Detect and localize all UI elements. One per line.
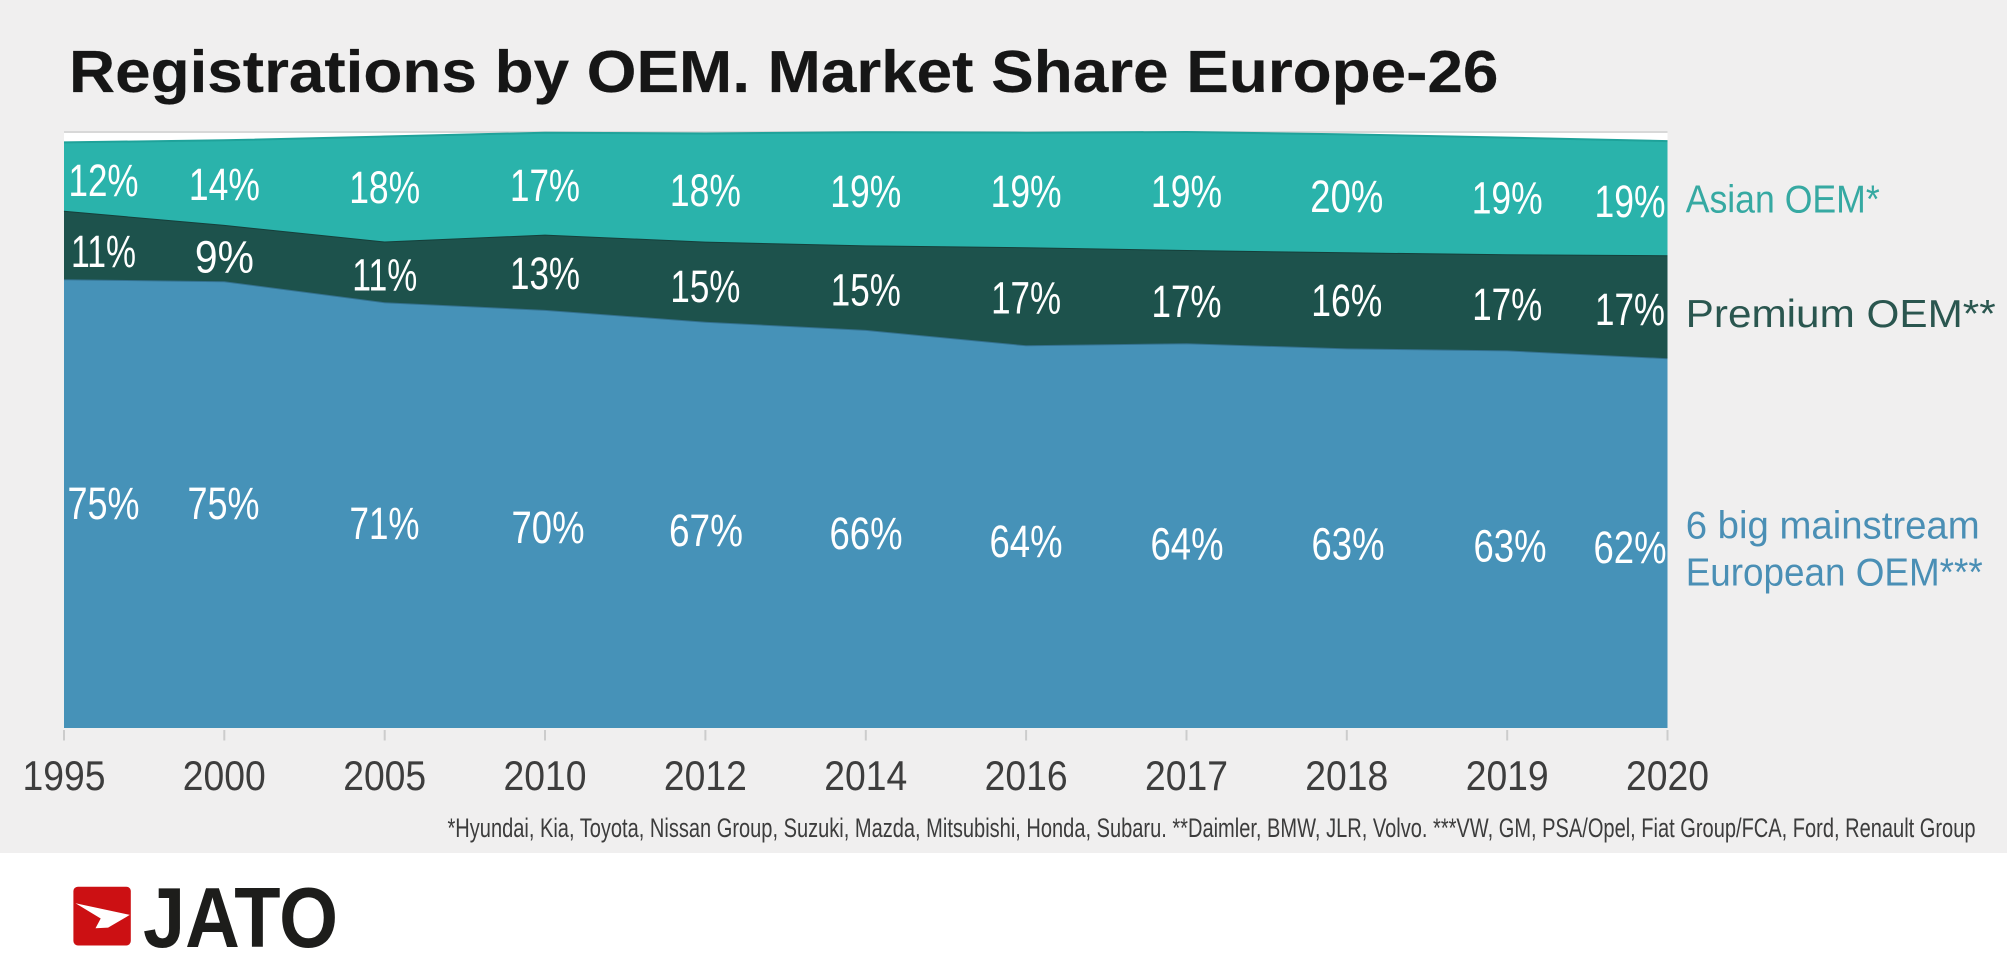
svg-text:2005: 2005 <box>343 752 426 799</box>
svg-text:66%: 66% <box>830 508 903 559</box>
svg-text:12%: 12% <box>69 155 139 206</box>
svg-text:63%: 63% <box>1474 521 1547 572</box>
svg-text:75%: 75% <box>68 478 140 529</box>
svg-text:67%: 67% <box>669 505 743 556</box>
svg-text:14%: 14% <box>189 159 260 210</box>
svg-text:11%: 11% <box>352 249 417 300</box>
svg-text:19%: 19% <box>830 166 901 217</box>
svg-text:9%: 9% <box>195 231 254 282</box>
svg-text:19%: 19% <box>1595 176 1666 227</box>
svg-text:6 big mainstream: 6 big mainstream <box>1686 505 1980 548</box>
svg-text:64%: 64% <box>1151 519 1224 570</box>
svg-text:17%: 17% <box>991 272 1061 323</box>
svg-text:16%: 16% <box>1311 275 1382 326</box>
svg-text:2016: 2016 <box>985 752 1068 799</box>
svg-text:17%: 17% <box>1152 276 1222 327</box>
svg-text:75%: 75% <box>188 478 260 529</box>
svg-text:2010: 2010 <box>504 752 587 799</box>
svg-text:Registrations by OEM. Market S: Registrations by OEM. Market Share Europ… <box>69 39 1498 105</box>
svg-text:17%: 17% <box>1472 279 1542 330</box>
svg-text:2014: 2014 <box>824 752 907 799</box>
svg-text:European OEM***: European OEM*** <box>1686 552 1983 595</box>
svg-text:2020: 2020 <box>1626 752 1709 799</box>
svg-text:13%: 13% <box>510 248 580 299</box>
svg-text:2019: 2019 <box>1466 752 1549 799</box>
svg-text:2000: 2000 <box>183 752 266 799</box>
svg-text:2017: 2017 <box>1145 752 1228 799</box>
svg-text:*Hyundai, Kia, Toyota, Nissan: *Hyundai, Kia, Toyota, Nissan Group, Suz… <box>448 813 1976 843</box>
svg-text:20%: 20% <box>1310 171 1383 222</box>
svg-text:71%: 71% <box>350 498 420 549</box>
svg-text:11%: 11% <box>71 226 136 277</box>
svg-text:19%: 19% <box>1151 166 1222 217</box>
svg-text:15%: 15% <box>670 261 740 312</box>
svg-text:15%: 15% <box>831 265 901 316</box>
svg-text:18%: 18% <box>670 165 741 216</box>
svg-text:1995: 1995 <box>23 752 106 799</box>
svg-text:JATO: JATO <box>143 871 338 966</box>
svg-text:63%: 63% <box>1312 519 1385 570</box>
svg-text:70%: 70% <box>512 502 585 553</box>
svg-text:64%: 64% <box>990 516 1063 567</box>
svg-text:62%: 62% <box>1594 522 1667 573</box>
svg-text:17%: 17% <box>510 160 580 211</box>
svg-text:2018: 2018 <box>1305 752 1388 799</box>
svg-text:17%: 17% <box>1595 284 1665 335</box>
svg-text:Asian OEM*: Asian OEM* <box>1686 179 1880 222</box>
svg-text:2012: 2012 <box>664 752 747 799</box>
svg-text:19%: 19% <box>991 166 1062 217</box>
svg-text:18%: 18% <box>349 162 420 213</box>
svg-text:19%: 19% <box>1472 172 1543 223</box>
svg-text:Premium OEM**: Premium OEM** <box>1686 293 1996 336</box>
